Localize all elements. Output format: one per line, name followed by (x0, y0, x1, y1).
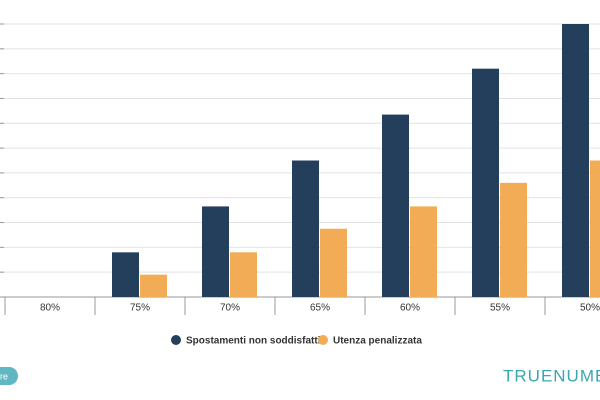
x-tick-label: 65% (310, 303, 330, 314)
bar (320, 228, 347, 297)
bar (140, 274, 167, 297)
legend-label: Spostamenti non soddisfatti (186, 336, 321, 347)
bar (472, 68, 499, 297)
bar (202, 206, 229, 297)
bar (112, 252, 139, 297)
x-tick-label: 80% (40, 303, 60, 314)
bar (410, 206, 437, 297)
bar (230, 252, 257, 297)
bar (562, 24, 589, 297)
button-label[interactable]: re (0, 371, 8, 381)
bar (292, 160, 319, 297)
x-tick-label: 70% (220, 303, 240, 314)
bar (590, 160, 600, 297)
x-tick-label: 75% (130, 303, 150, 314)
legend-marker (171, 335, 181, 345)
x-tick-label: 55% (490, 303, 510, 314)
legend-marker (318, 335, 328, 345)
x-tick-label: 50% (580, 303, 600, 314)
button[interactable] (0, 367, 18, 385)
logo: TRUENUMB (503, 366, 600, 385)
bar (382, 114, 409, 297)
bar (500, 182, 527, 297)
legend-label: Utenza penalizzata (333, 336, 422, 347)
x-tick-label: 60% (400, 303, 420, 314)
